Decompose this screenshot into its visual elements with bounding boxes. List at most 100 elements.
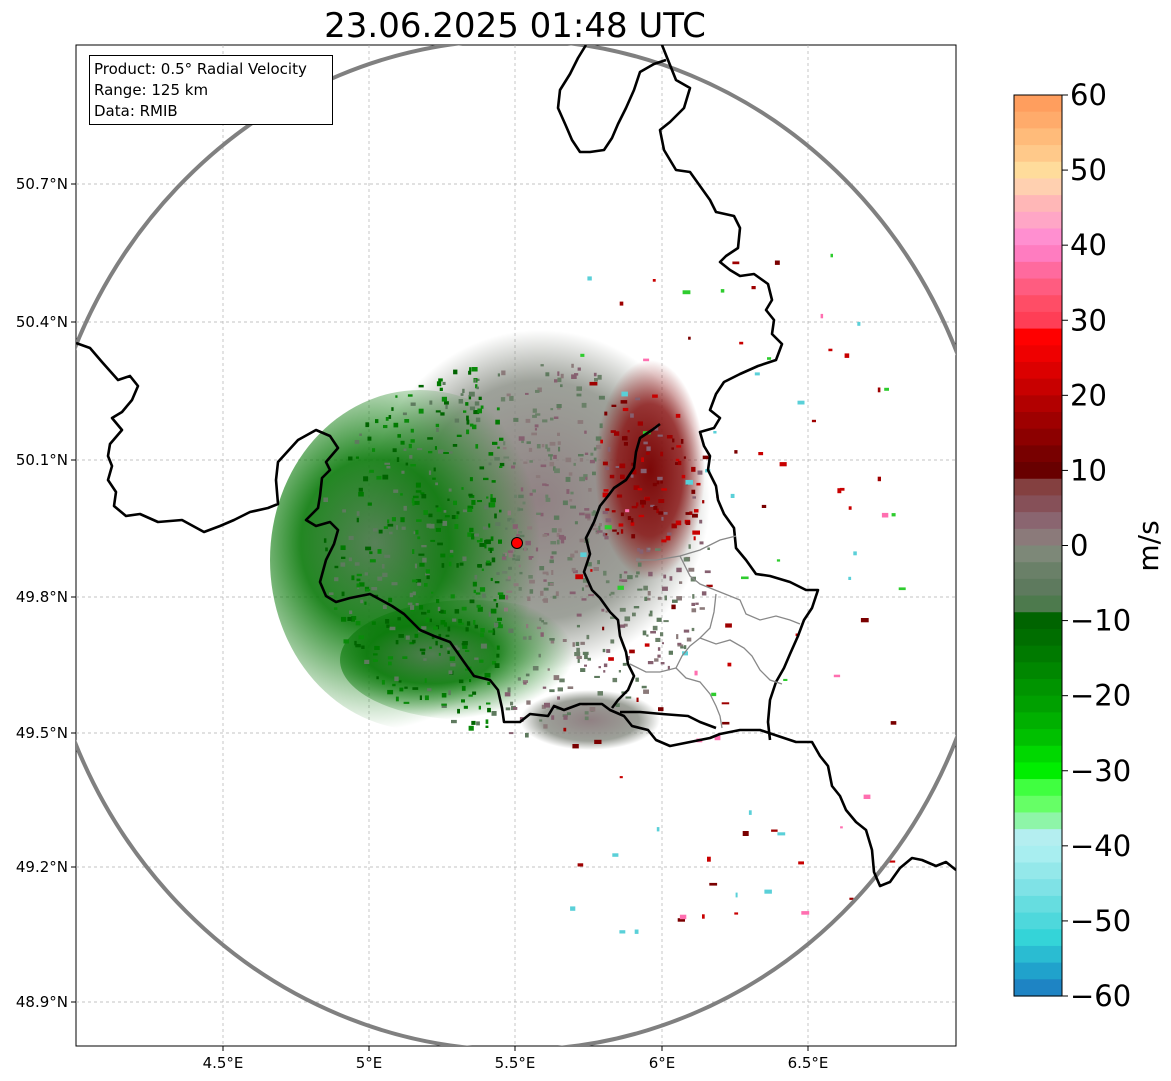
echo-gate [363,476,369,482]
echo-gate [474,401,480,406]
echo-gate [589,707,596,712]
echo-gate [623,623,628,627]
echo-gate [374,645,380,650]
echo-gate [584,452,589,455]
echo-gate [392,683,396,687]
echo-gate [529,579,535,584]
echo-gate [412,549,415,554]
echo-gate [440,644,443,649]
echo-gate [361,645,365,649]
echo-gate [419,695,422,700]
echo-gate [475,384,478,389]
echo-gate [556,533,560,537]
echo-gate [462,388,465,393]
echo-gate [853,551,857,556]
echo-gate [421,611,427,615]
echo-gate [699,541,704,545]
echo-gate [658,707,664,712]
echo-gate [397,434,401,438]
echo-gate [589,459,595,464]
echo-gate [492,630,496,636]
echo-gate [501,509,505,513]
echo-gate [490,497,496,503]
echo-gate [381,564,385,569]
echo-gate [612,529,617,532]
echo-gate [833,674,841,678]
colorbar-ticks [1062,94,1068,997]
echo-gate [630,472,634,478]
echo-gate [550,555,554,559]
colorbar-band [1014,662,1062,680]
echo-gate [505,527,508,530]
echo-gate [469,367,472,372]
echo-gate [476,540,481,543]
echo-gate [461,699,465,703]
echo-gate [407,602,413,605]
echo-gate [494,581,500,584]
colorbar-band [1014,261,1062,280]
echo-gate [405,462,409,466]
echo-gate [369,559,376,563]
echo-gate [522,501,526,505]
echo-gate [549,689,555,693]
echo-gate [541,704,546,709]
colorbar-band [1014,795,1062,814]
echo-gate [652,279,656,282]
echo-gate [468,391,475,397]
echo-gate [702,455,709,460]
lat-tick-label: 50.7°N [16,175,68,193]
echo-gate [392,448,397,453]
colorbar-tick-labels: 60 50 40 30 20 10 0 −10 −20 −30 −40 −50 −60 [1070,78,1131,1013]
echo-gate [567,557,573,561]
echo-green-lower [340,600,600,720]
echo-gate [558,534,565,540]
echo-gate [616,494,623,498]
echo-gate [356,517,359,523]
echo-gate [479,659,484,663]
echo-gate [844,353,850,358]
echo-gate [421,545,427,548]
echo-gate [428,470,432,475]
echo-gate [494,663,500,668]
echo-gate [386,466,391,469]
echo-gate [582,651,589,655]
colorbar-band [1014,945,1062,964]
echo-gate [448,690,451,696]
echo-gate [449,549,454,553]
lat-tick-label: 49.5°N [16,724,68,742]
echo-gate [538,653,541,658]
echo-gate [542,483,547,486]
echo-gate [761,504,767,508]
echo-gate [776,559,781,562]
echo-gate [640,468,647,474]
echo-gate [646,634,649,637]
echo-gate [551,528,557,533]
echo-gate [811,419,816,423]
echo-gate [495,603,499,608]
echo-gate [431,636,435,640]
echo-gate [828,348,833,352]
colorbar-band [1014,678,1062,697]
echo-gate [567,686,574,689]
echo-gate [522,636,527,640]
echo-gate [467,532,472,537]
echo-gate [615,703,620,707]
echo-gate [577,658,580,663]
echo-gate [597,691,603,696]
echo-gate [447,650,450,654]
echo-gate [505,707,511,711]
echo-gate [877,476,881,482]
echo-gate [604,536,609,540]
echo-gate [442,520,448,526]
echo-gate [482,593,486,598]
echo-gate [515,558,520,561]
echo-gate [441,703,447,708]
echo-gate [436,507,442,512]
lon-tick-label: 6.5°E [788,1054,829,1072]
echo-gate [691,627,695,632]
colorbar-band [1014,345,1062,363]
echo-gate [661,586,668,591]
echo-gate [444,515,450,518]
echo-gate [544,702,550,708]
echo-gate [462,556,467,562]
